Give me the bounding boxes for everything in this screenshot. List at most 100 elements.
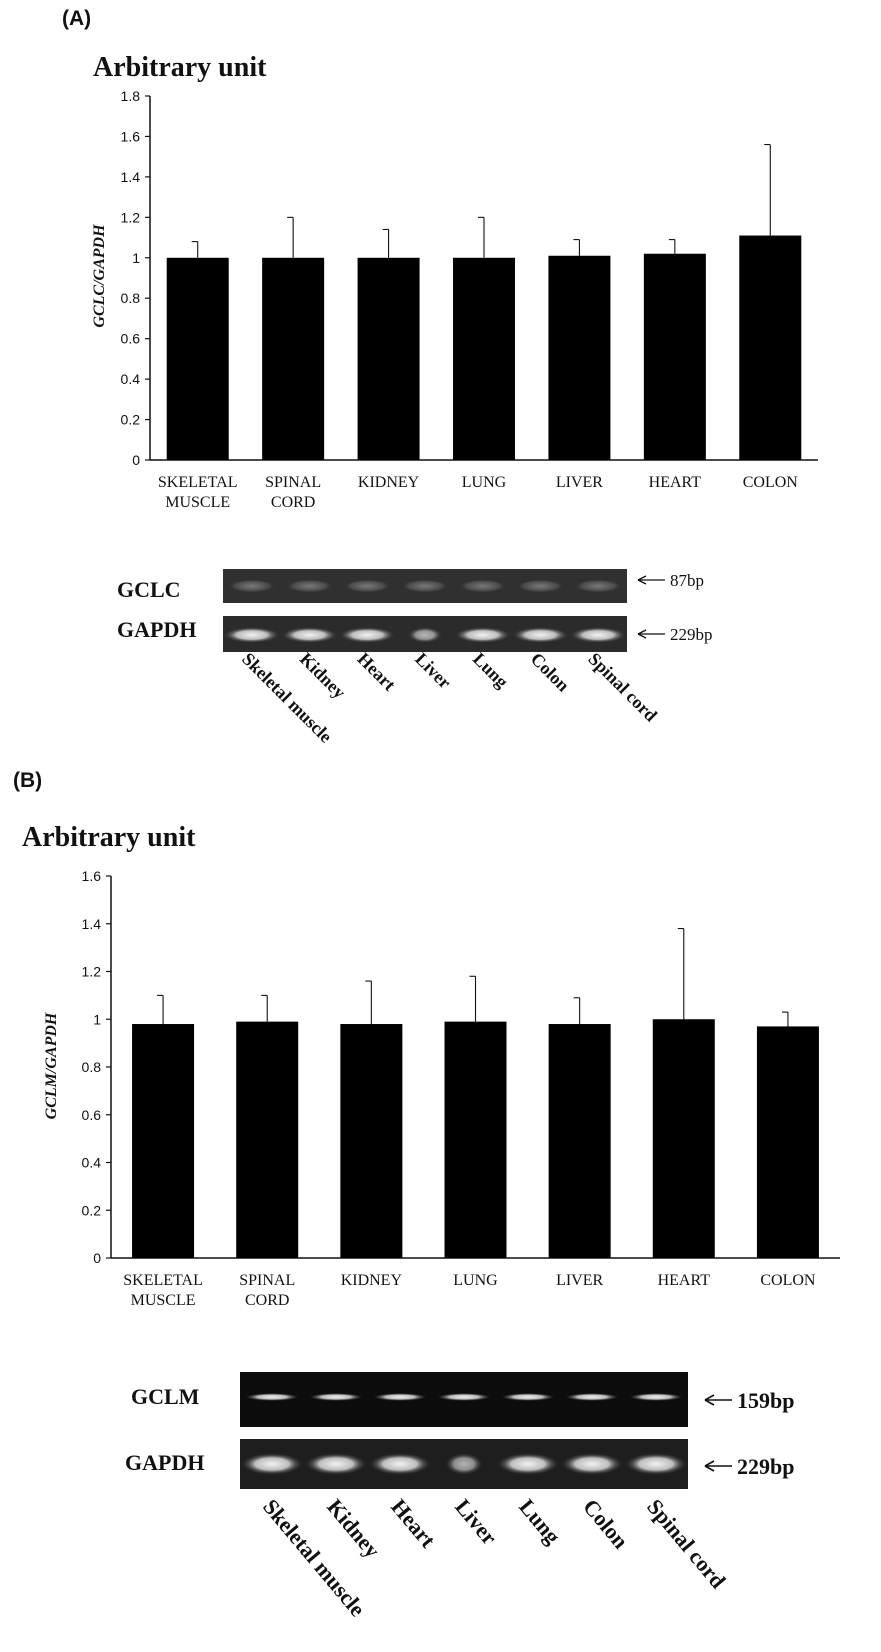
gel-band-row2: [407, 627, 443, 643]
x-tick-label: SKELETAL: [158, 474, 238, 491]
y-tick-label: 1.8: [121, 88, 141, 104]
bar: [444, 1021, 507, 1258]
gel-b-arrow-2: [704, 1460, 732, 1472]
gel-band-row2: [445, 1453, 483, 1475]
y-tick-label: 1.2: [82, 964, 102, 980]
y-tick-label: 0.4: [82, 1155, 102, 1171]
bar: [132, 1024, 195, 1258]
x-tick-label: COLON: [743, 474, 799, 491]
gel-b-row1-size: 159bp: [737, 1388, 794, 1413]
gel-lane-label: Liver: [411, 649, 455, 693]
bar: [340, 1024, 403, 1258]
gel-band-row2: [339, 627, 396, 643]
bar: [756, 1026, 819, 1258]
x-tick-label: MUSCLE: [165, 494, 230, 511]
y-tick-label: 0: [93, 1250, 101, 1266]
bar: [548, 1024, 611, 1258]
panel-b-label: (B): [13, 769, 42, 792]
bar: [652, 1019, 715, 1258]
gel-band-row1: [309, 1393, 363, 1401]
gel-a-row1-size: 87bp: [670, 571, 704, 590]
bar: [236, 1021, 299, 1258]
y-tick-label: 1.6: [82, 868, 102, 884]
gel-band-row1: [501, 1393, 555, 1401]
bar: [166, 257, 229, 460]
y-tick-label: 0.8: [121, 290, 141, 306]
gel-band-row1: [629, 1393, 683, 1401]
panel-a-label: (A): [62, 7, 91, 30]
gel-b-bands: [241, 1393, 687, 1475]
x-tick-label: HEART: [649, 474, 702, 491]
bar: [548, 255, 611, 460]
y-tick-label: 0.6: [82, 1107, 102, 1123]
gel-lane-label: Spinal cord: [584, 649, 661, 726]
y-tick-label: 1.4: [82, 916, 102, 932]
gel-band-row2: [561, 1453, 623, 1475]
x-tick-label: HEART: [658, 1272, 711, 1289]
gel-band-row1: [400, 579, 450, 593]
panel-b: (B) Arbitrary unit GCLM/GAPDH 0 0.2 0.4 0.6…: [13, 769, 840, 1621]
gel-b-row1-name: GCLM: [131, 1384, 200, 1409]
gel-band-row1: [437, 1393, 491, 1401]
gel-band-row2: [281, 627, 338, 643]
x-tick-label: KIDNEY: [341, 1272, 403, 1289]
gel-band-row2: [241, 1453, 303, 1475]
gel-b-row2-size: 229bp: [737, 1454, 794, 1479]
gel-band-row2: [454, 627, 511, 643]
gel-lane-label: Lung: [469, 649, 512, 692]
x-tick-label: LIVER: [556, 474, 603, 491]
x-tick-label: COLON: [760, 1272, 816, 1289]
x-tick-label: LUNG: [453, 1272, 498, 1289]
y-tick-label: 0: [132, 452, 140, 468]
gel-lane-label: Kidney: [296, 649, 350, 703]
x-tick-label: LIVER: [556, 1272, 603, 1289]
gel-band-row1: [516, 579, 565, 593]
gel-band-row1: [565, 1393, 619, 1401]
y-tick-label: 0.2: [82, 1202, 102, 1218]
gel-lane-label: Liver: [450, 1494, 502, 1550]
gel-lane-label: Heart: [386, 1494, 441, 1553]
gel-b-row2-name: GAPDH: [125, 1450, 204, 1475]
gel-band-row1: [573, 579, 623, 593]
y-tick-label: 0.2: [121, 412, 141, 428]
panel-a-plot: 0 0.2 0.4 0.6 0.8 1 1.2 1.4 1.6 1.8 SKELETAL MUSCLE…: [121, 88, 818, 511]
y-tick-label: 0.6: [121, 331, 141, 347]
x-tick-label: SKELETAL: [123, 1272, 203, 1289]
gel-band-row1: [343, 579, 392, 593]
gel-lane-label: Spinal cord: [642, 1494, 731, 1593]
gel-band-row2: [369, 1453, 431, 1475]
gel-a-bands: [223, 579, 627, 643]
gel-a-arrow-1: [637, 575, 665, 585]
gel-band-row1: [373, 1393, 427, 1401]
x-tick-label: SPINAL: [239, 1272, 295, 1289]
y-tick-label: 1.6: [121, 128, 141, 144]
gel-band-row2: [305, 1453, 367, 1475]
bar: [262, 257, 325, 460]
gel-band-row2: [512, 627, 569, 643]
panel-b-y-axis-label: GCLM/GAPDH: [43, 1012, 60, 1119]
gel-a-arrow-2: [637, 629, 665, 639]
y-tick-label: 0.4: [121, 371, 141, 387]
y-tick-label: 1: [132, 250, 140, 266]
gel-lane-label: Kidney: [322, 1494, 385, 1563]
gel-band-row2: [569, 627, 627, 643]
bar: [357, 257, 420, 460]
panel-a: (A) Arbitrary unit GCLC/GAPDH 0 0.2 0.4 0.6…: [62, 7, 818, 747]
panel-a-y-axis-label: GCLC/GAPDH: [91, 224, 108, 328]
panel-b-plot: 0 0.2 0.4 0.6 0.8 1 1.2 1.4 1.6 SKELETAL MUSCLE SPI…: [82, 868, 840, 1309]
panel-b-gel: GCLM GAPDH 159bp 229bp Skeletal muscleKi…: [125, 1372, 794, 1621]
panel-a-gel: GCLC GAPDH 87bp 229bp Skeletal muscleKid…: [117, 569, 713, 747]
gel-a-row1-name: GCLC: [117, 577, 181, 602]
gel-band-row2: [223, 627, 281, 643]
y-tick-label: 1.2: [121, 209, 141, 225]
gel-band-row1: [458, 579, 507, 593]
gel-band-row2: [497, 1453, 559, 1475]
y-tick-label: 1: [93, 1011, 101, 1027]
gel-lane-label: Lung: [514, 1494, 565, 1548]
gel-lane-label: Colon: [578, 1494, 633, 1553]
gel-band-row1: [227, 579, 277, 593]
gel-band-row1: [245, 1393, 299, 1401]
